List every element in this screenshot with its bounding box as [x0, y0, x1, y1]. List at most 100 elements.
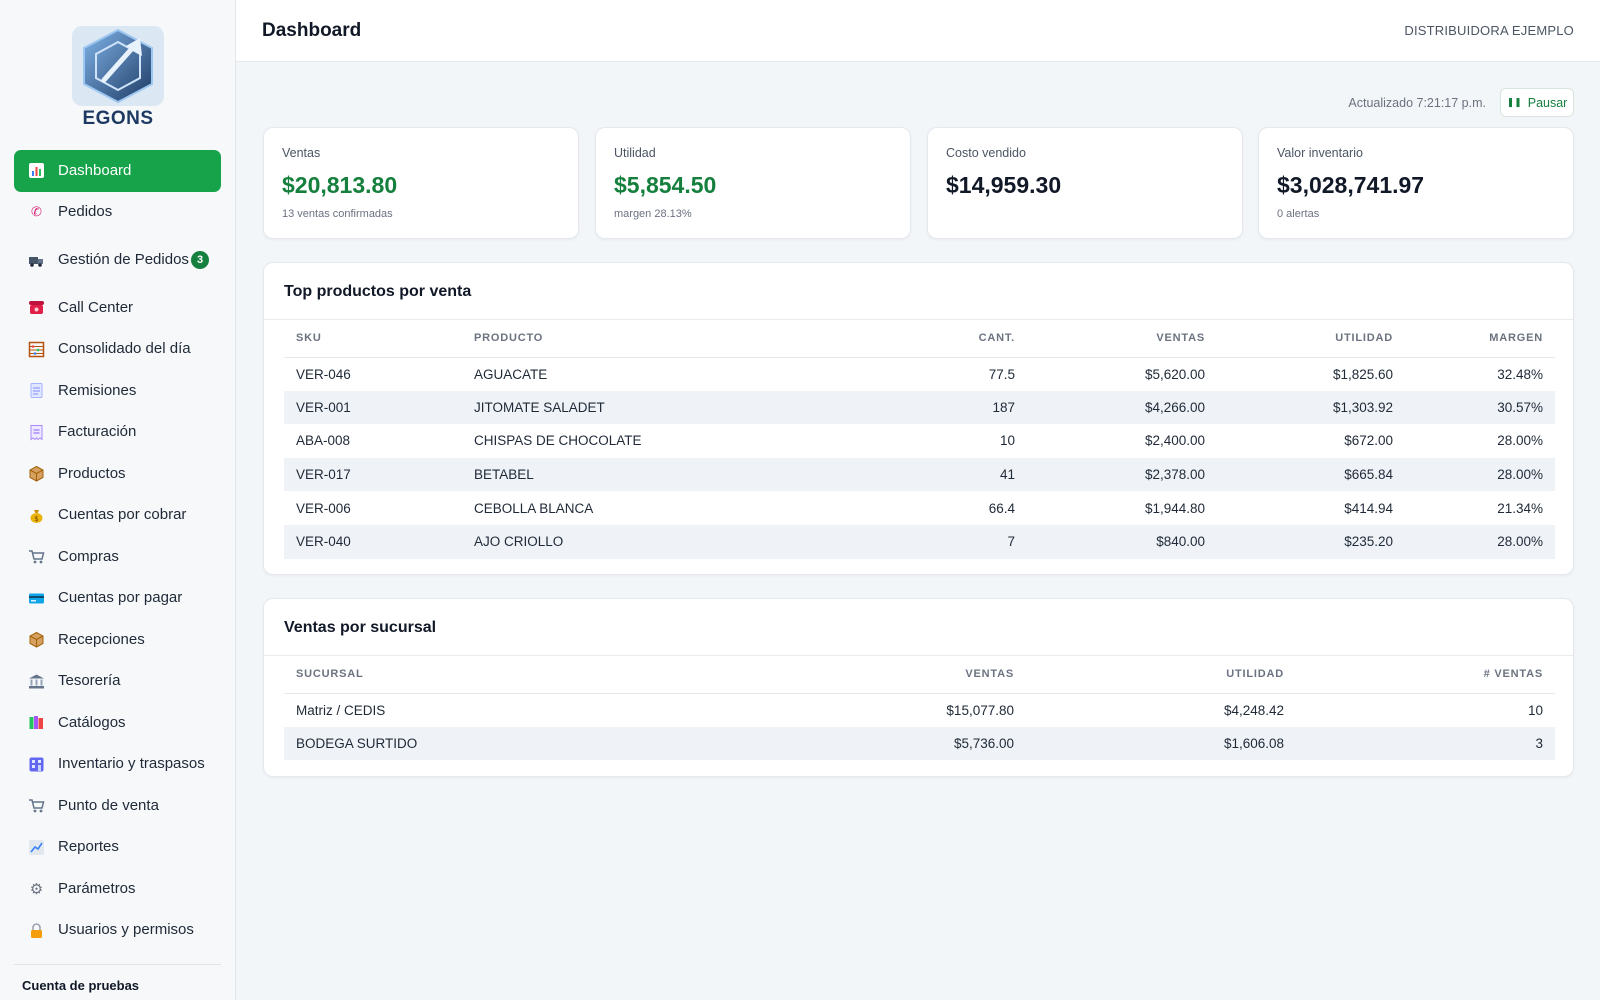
product-cell: CHISPAS DE CHOCOLATE — [474, 433, 642, 449]
sidebar-item-consolidado[interactable]: Consolidado del día — [14, 329, 221, 371]
stat-value: $5,854.50 — [614, 172, 717, 198]
profit-cell: $235.20 — [1217, 524, 1405, 559]
sidebar-item-gestion-pedidos[interactable]: Gestión de Pedidos 3 — [14, 233, 221, 287]
bank-icon — [28, 673, 45, 690]
stat-label: Valor inventario — [1277, 146, 1363, 160]
product-cell: AJO CRIOLLO — [462, 524, 922, 559]
table-header-row: SKU PRODUCTO CANT. VENTAS UTILIDAD MARGE… — [284, 320, 1555, 358]
sidebar-item-reportes[interactable]: Reportes — [14, 827, 221, 869]
stat-value: $20,813.80 — [282, 172, 398, 198]
sidebar-item-facturacion[interactable]: Facturación — [14, 412, 221, 454]
profit-cell: $1,825.60 — [1332, 366, 1393, 382]
sidebar-item-parametros[interactable]: ⚙ Parámetros — [14, 868, 221, 910]
table-row[interactable]: VER-040 AJO CRIOLLO 7 $840.00 $235.20 28… — [284, 524, 1555, 559]
sidebar-nav: Dashboard ✆ Pedidos Gestión de Pedidos 3… — [14, 150, 221, 951]
table-header-row: SUCURSAL VENTAS UTILIDAD # VENTAS — [284, 656, 1555, 694]
table-row[interactable]: VER-017 BETABEL 41 $2,378.00 $665.84 28.… — [284, 457, 1555, 492]
sidebar-item-compras[interactable]: Compras — [14, 536, 221, 578]
stat-subtext: margen 28.13% — [614, 208, 692, 220]
margin-cell: 28.00% — [1405, 457, 1555, 492]
sidebar-item-label: Catálogos — [58, 713, 126, 731]
cart-icon — [28, 797, 45, 814]
stat-value: $14,959.30 — [946, 172, 1062, 198]
sidebar-item-catalogos[interactable]: Catálogos — [14, 702, 221, 744]
sidebar-item-label: Reportes — [58, 838, 119, 856]
last-updated-text: Actualizado 7:21:17 p.m. — [1348, 96, 1486, 110]
pause-button[interactable]: ❚❚ Pausar — [1500, 88, 1574, 117]
product-cell: CEBOLLA BLANCA — [474, 500, 594, 516]
sidebar-item-recepciones[interactable]: Recepciones — [14, 619, 221, 661]
branch-sales-table: SUCURSAL VENTAS UTILIDAD # VENTAS Matriz… — [284, 656, 1555, 761]
table-row[interactable]: VER-006 CEBOLLA BLANCA 66.4 $1,944.80 $4… — [284, 491, 1555, 525]
table-row[interactable]: BODEGA SURTIDO $5,736.00 $1,606.08 3 — [284, 726, 1555, 761]
sidebar-item-label: Usuarios y permisos — [58, 921, 194, 939]
branch-cell: BODEGA SURTIDO — [284, 726, 764, 761]
stat-card-ventas: Ventas $20,813.80 13 ventas confirmadas — [263, 127, 579, 239]
sidebar-item-label: Consolidado del día — [58, 340, 191, 358]
cart-icon — [28, 548, 45, 565]
table-row[interactable]: ABA-008 CHISPAS DE CHOCOLATE 10 $2,400.0… — [284, 424, 1555, 458]
sidebar-item-call-center[interactable]: Call Center — [14, 287, 221, 329]
quantity-cell: 187 — [922, 390, 1027, 425]
margin-cell: 21.34% — [1497, 500, 1543, 516]
abacus-icon — [28, 341, 45, 358]
sidebar: EGONS Dashboard ✆ Pedidos Gestión de Ped… — [0, 0, 236, 1000]
pending-count-badge: 3 — [191, 251, 209, 269]
product-cell: AGUACATE — [474, 366, 548, 382]
stat-label: Ventas — [282, 146, 321, 160]
sku-cell: VER-017 — [284, 457, 462, 492]
trend-chart-icon — [28, 839, 45, 856]
sidebar-item-tesoreria[interactable]: Tesorería — [14, 661, 221, 703]
sku-cell: ABA-008 — [296, 433, 351, 449]
sidebar-item-punto-venta[interactable]: Punto de venta — [14, 785, 221, 827]
sidebar-item-label: Dashboard — [58, 161, 132, 179]
top-products-table: SKU PRODUCTO CANT. VENTAS UTILIDAD MARGE… — [284, 320, 1555, 559]
sidebar-item-productos[interactable]: Productos — [14, 453, 221, 495]
company-name[interactable]: DISTRIBUIDORA EJEMPLO — [1404, 23, 1574, 38]
svg-text:$: $ — [34, 515, 38, 523]
sidebar-item-label: Facturación — [58, 423, 137, 441]
table-row[interactable]: VER-046 AGUACATE 77.5 $5,620.00 $1,825.6… — [284, 357, 1555, 391]
sidebar-item-inventario[interactable]: Inventario y traspasos — [14, 744, 221, 786]
profit-cell: $4,248.42 — [1223, 702, 1284, 718]
stat-card-utilidad: Utilidad $5,854.50 margen 28.13% — [595, 127, 911, 239]
column-header: PRODUCTO — [462, 320, 922, 358]
sidebar-item-usuarios[interactable]: Usuarios y permisos — [14, 910, 221, 952]
truck-icon — [28, 252, 45, 269]
package-icon — [28, 465, 45, 482]
column-header: UTILIDAD — [1026, 656, 1296, 694]
sidebar-item-label: Cuentas por pagar — [58, 589, 183, 607]
sidebar-item-remisiones[interactable]: Remisiones — [14, 370, 221, 412]
sidebar-item-cuentas-cobrar[interactable]: $ Cuentas por cobrar — [14, 495, 221, 537]
profit-cell: $414.94 — [1344, 500, 1393, 516]
sidebar-item-dashboard[interactable]: Dashboard — [14, 150, 221, 192]
sidebar-item-pedidos[interactable]: ✆ Pedidos — [14, 192, 221, 234]
pause-icon: ❚❚ — [1506, 97, 1522, 107]
stat-label: Costo vendido — [946, 146, 1026, 160]
profit-cell: $1,303.92 — [1217, 390, 1405, 425]
top-bar: Dashboard DISTRIBUIDORA EJEMPLO — [236, 0, 1600, 62]
table-row[interactable]: Matriz / CEDIS $15,077.80 $4,248.42 10 — [284, 693, 1555, 727]
receipt-icon — [28, 424, 45, 441]
column-header: VENTAS — [1027, 320, 1217, 358]
product-cell: BETABEL — [462, 457, 922, 492]
column-header: SKU — [284, 320, 462, 358]
sidebar-item-cuentas-pagar[interactable]: Cuentas por pagar — [14, 578, 221, 620]
table-row[interactable]: VER-001 JITOMATE SALADET 187 $4,266.00 $… — [284, 390, 1555, 425]
profit-cell: $665.84 — [1217, 457, 1405, 492]
column-header: VENTAS — [764, 656, 1026, 694]
stat-label: Utilidad — [614, 146, 656, 160]
sidebar-item-label: Inventario y traspasos — [58, 755, 205, 773]
egons-logo[interactable]: EGONS — [66, 22, 170, 130]
building-icon — [28, 756, 45, 773]
branch-sales-panel: Ventas por sucursal SUCURSAL VENTAS UTIL… — [263, 598, 1574, 777]
column-header: SUCURSAL — [284, 656, 764, 694]
sales-count-cell: 10 — [1527, 702, 1543, 718]
sidebar-item-label: Compras — [58, 547, 119, 565]
page-title: Dashboard — [262, 20, 362, 41]
books-icon — [28, 714, 45, 731]
sidebar-item-label: Punto de venta — [58, 796, 159, 814]
sidebar-divider — [14, 964, 221, 965]
document-icon — [28, 382, 45, 399]
sales-cell: $5,736.00 — [764, 726, 1026, 761]
